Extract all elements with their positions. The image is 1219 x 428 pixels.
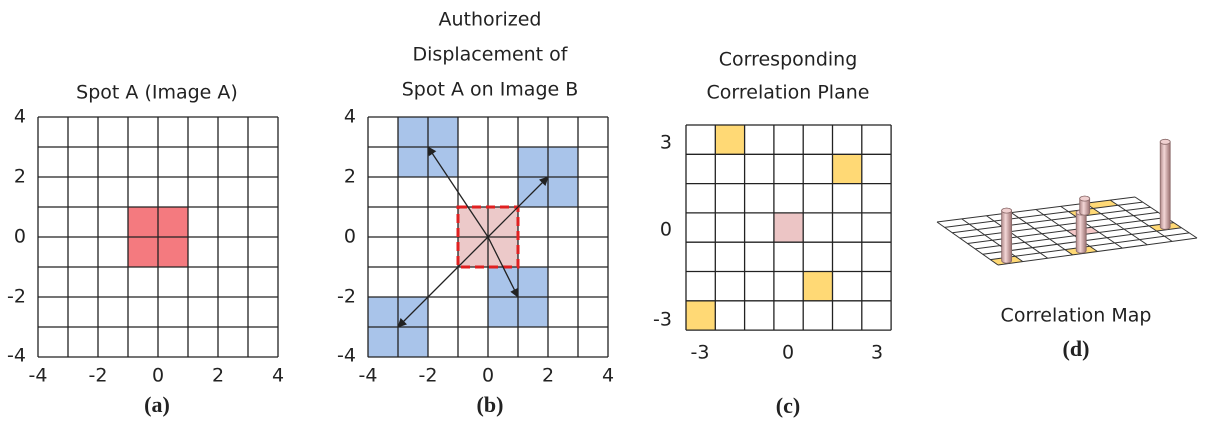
x-tick-label: -4 [29, 365, 48, 387]
y-tick-label: 2 [344, 166, 356, 188]
cylinder [1001, 207, 1013, 264]
y-tick-label: 0 [14, 226, 26, 248]
cylinder [1159, 138, 1171, 230]
y-tick-label: -2 [7, 286, 26, 308]
y-tick-label: -4 [7, 345, 26, 367]
x-tick-label: 4 [602, 365, 614, 387]
x-tick-label: 0 [782, 342, 794, 364]
y-tick-label: 2 [14, 166, 26, 188]
x-tick-label: 2 [212, 365, 224, 387]
panel-label: (a) [144, 392, 170, 417]
cell [456, 205, 520, 269]
cell [832, 154, 862, 184]
panel-title: Authorized [439, 9, 542, 31]
map-line [997, 237, 1198, 266]
x-tick-label: 0 [482, 365, 494, 387]
x-tick-label: -4 [359, 365, 378, 387]
cell [715, 125, 745, 155]
x-tick-label: 2 [542, 365, 554, 387]
y-tick-label: 0 [344, 226, 356, 248]
panel-title: Spot A (Image A) [76, 82, 238, 104]
x-tick-label: 0 [152, 365, 164, 387]
arrow [487, 236, 519, 298]
map-line [990, 232, 1190, 261]
cylinder-top [1079, 195, 1091, 202]
cell [773, 212, 804, 243]
y-tick-label: -3 [653, 309, 672, 331]
map-line [1085, 202, 1148, 246]
map-line [967, 217, 1167, 244]
y-tick-label: -4 [337, 345, 356, 367]
y-tick-label: 3 [660, 132, 672, 154]
map-cell [1085, 200, 1118, 209]
panel-label: (c) [776, 393, 800, 418]
map-line [1109, 199, 1173, 242]
map-line [1060, 205, 1123, 249]
y-tick-label: 4 [344, 106, 356, 128]
arrow [397, 236, 489, 328]
cylinder-top [1001, 207, 1013, 214]
panel-label: (d) [1063, 336, 1090, 361]
panel-title: Correlation Plane [707, 82, 870, 104]
panel-title: Displacement of [413, 44, 569, 66]
cylinder-top [1159, 138, 1171, 145]
cylinder [1075, 209, 1087, 254]
x-tick-label: -2 [419, 365, 438, 387]
arrow [487, 176, 549, 238]
panel-label: (b) [477, 392, 504, 417]
panel-title: Corresponding [719, 49, 858, 71]
arrow [427, 146, 489, 238]
x-tick-label: -3 [691, 342, 710, 364]
cell [803, 271, 833, 301]
panel-title: Spot A on Image B [402, 79, 579, 101]
panel-title: Correlation Map [1001, 305, 1152, 327]
cell [686, 300, 716, 331]
y-tick-label: -2 [337, 286, 356, 308]
x-tick-label: -2 [89, 365, 108, 387]
x-tick-label: 4 [272, 365, 284, 387]
y-tick-label: 0 [660, 219, 672, 241]
y-tick-label: 4 [14, 106, 26, 128]
x-tick-label: 3 [871, 342, 883, 364]
